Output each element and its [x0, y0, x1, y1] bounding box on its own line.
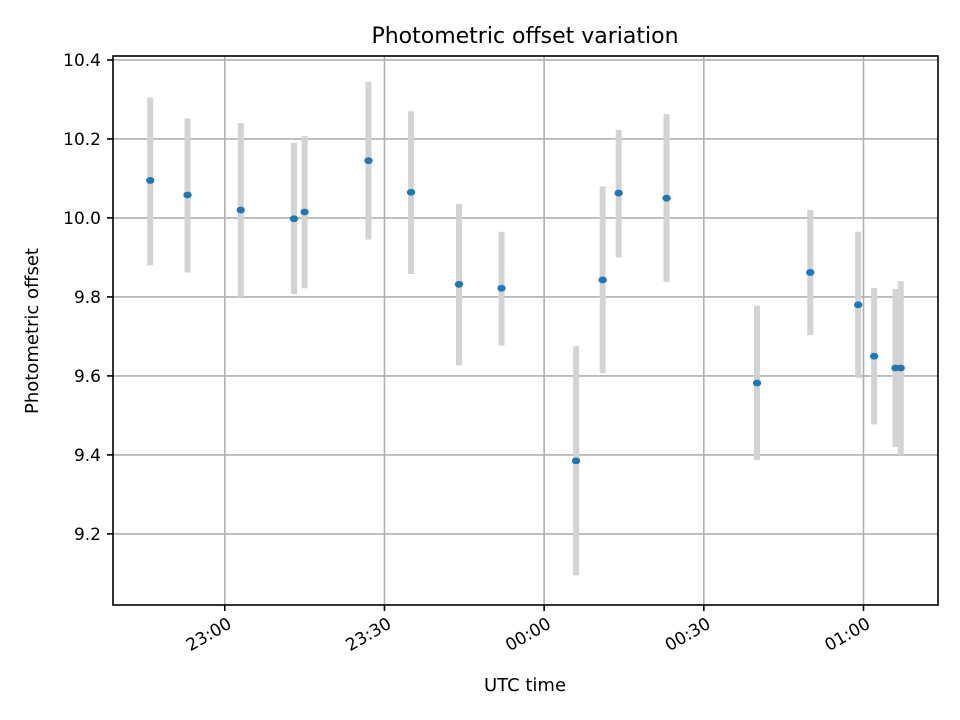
data-point [752, 379, 762, 387]
grid-layer [113, 56, 938, 605]
data-point [662, 194, 671, 202]
y-tick-label: 9.6 [74, 367, 101, 387]
data-point [146, 177, 155, 184]
data-point [364, 157, 373, 165]
data-point [598, 276, 607, 284]
data-point [614, 189, 623, 197]
plot-area-background [113, 56, 938, 605]
data-point [236, 206, 245, 214]
data-point [853, 301, 863, 309]
data-point [289, 215, 299, 223]
y-tick-label: 9.8 [74, 288, 101, 308]
x-axis-label: UTC time [484, 675, 566, 696]
y-tick-label: 10.4 [63, 51, 101, 71]
data-point [183, 191, 192, 199]
y-tick-label: 10.0 [63, 209, 101, 229]
y-tick-label: 9.2 [74, 525, 101, 545]
data-point [497, 284, 506, 292]
data-point [406, 188, 416, 196]
data-point [896, 364, 905, 372]
chart-title: Photometric offset variation [371, 24, 678, 49]
data-point [571, 457, 581, 465]
y-tick-label: 9.4 [74, 446, 101, 466]
y-tick-label: 10.2 [63, 130, 101, 150]
data-point [806, 269, 815, 276]
y-axis-label: Photometric offset [22, 248, 43, 414]
point-layer [146, 157, 905, 465]
data-point [454, 280, 464, 288]
data-point [300, 208, 309, 216]
plot-frame [112, 55, 939, 606]
data-point [869, 352, 879, 360]
